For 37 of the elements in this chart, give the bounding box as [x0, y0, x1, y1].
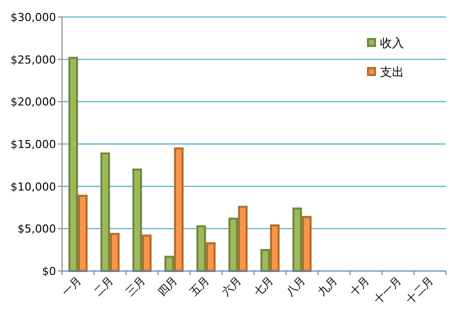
y-tick-label: $5,000 — [18, 222, 56, 236]
bar — [78, 194, 88, 272]
legend-label: 收入 — [380, 36, 404, 50]
bar — [164, 256, 174, 272]
bar — [110, 232, 120, 272]
bar — [68, 56, 78, 272]
x-tick-label: 四月 — [155, 274, 180, 299]
x-tick-label: 六月 — [219, 274, 244, 299]
y-tick-label: $0 — [42, 265, 56, 278]
y-tick-label: $25,000 — [10, 53, 56, 66]
bar — [260, 248, 270, 272]
x-tick-label: 七月 — [251, 274, 276, 299]
x-tick-label: 八月 — [283, 274, 308, 299]
x-tick-label: 三月 — [123, 274, 148, 299]
bar — [228, 218, 238, 272]
y-tick-label: $10,000 — [10, 180, 56, 194]
x-tick-label: 二月 — [91, 274, 116, 299]
bar — [302, 216, 312, 272]
x-tick-label: 九月 — [315, 274, 340, 299]
bar — [132, 168, 142, 272]
bar — [206, 242, 216, 272]
x-tick-label: 五月 — [187, 274, 212, 299]
bar — [292, 208, 302, 272]
bar — [238, 206, 248, 272]
y-tick-label: $20,000 — [10, 96, 56, 109]
y-tick-label: $15,000 — [10, 138, 56, 151]
x-tick-label: 十月 — [347, 274, 372, 299]
bar — [100, 152, 110, 272]
x-tick-label: 十一月 — [372, 274, 404, 306]
y-tick-label: $30,000 — [10, 11, 56, 24]
bar — [196, 225, 206, 272]
bar — [142, 234, 152, 272]
bar — [270, 224, 280, 272]
legend-label: 支出 — [380, 65, 404, 79]
bar — [174, 147, 184, 272]
x-tick-label: 一月 — [59, 274, 84, 299]
x-tick-label: 十二月 — [404, 274, 436, 306]
